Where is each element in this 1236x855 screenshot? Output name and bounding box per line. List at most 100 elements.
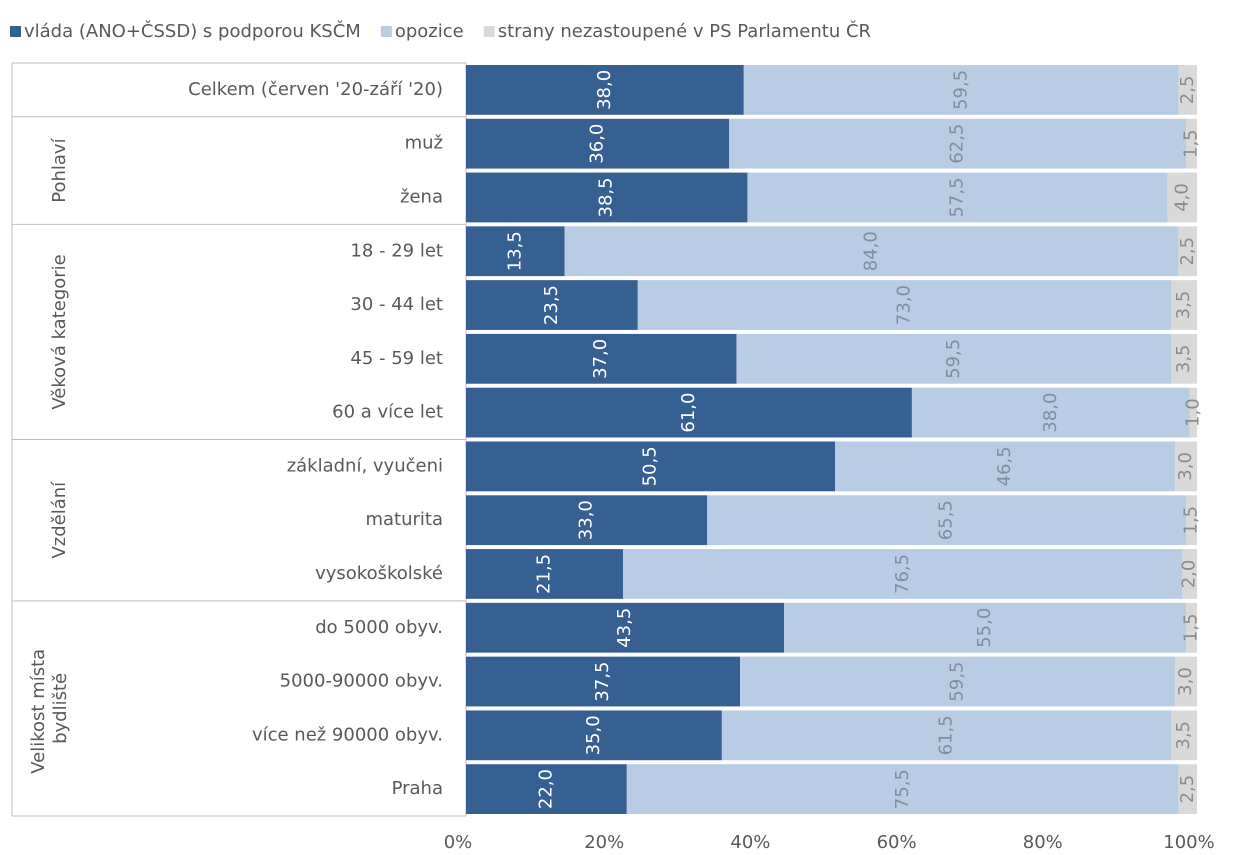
- bar-segment: [1171, 280, 1197, 330]
- value-label: 76,5: [892, 554, 913, 594]
- value-label: 23,5: [541, 285, 562, 325]
- value-label: 3,0: [1175, 667, 1196, 696]
- value-label: 1,5: [1181, 506, 1202, 535]
- bar-segment: [1178, 65, 1197, 115]
- value-label: 46,5: [994, 446, 1015, 486]
- bar-segment: [736, 333, 1172, 384]
- category-label: vysokoškolské: [315, 563, 443, 584]
- bar-segment: [747, 172, 1168, 223]
- value-label: 36,0: [587, 124, 608, 164]
- value-label: 61,5: [936, 715, 957, 755]
- value-label: 61,0: [678, 393, 699, 433]
- x-tick-label: 0%: [444, 832, 473, 853]
- category-label: muž: [405, 133, 443, 154]
- value-label: 22,0: [535, 769, 556, 809]
- value-label: 2,5: [1177, 237, 1198, 266]
- category-label: 60 a více let: [332, 402, 443, 423]
- bar-segment: [466, 495, 708, 546]
- value-label: 38,0: [594, 70, 615, 110]
- value-label: 4,0: [1171, 183, 1192, 212]
- category-label: do 5000 obyv.: [315, 617, 443, 638]
- legend-swatch: [380, 26, 392, 37]
- value-label: 59,5: [950, 70, 971, 110]
- value-label: 3,5: [1173, 291, 1194, 320]
- group-label: Pohlaví: [49, 137, 70, 202]
- value-label: 59,5: [943, 339, 964, 379]
- category-label: žena: [400, 186, 443, 207]
- value-label: 2,5: [1177, 76, 1198, 105]
- category-label: 30 - 44 let: [350, 294, 443, 315]
- value-label: 2,5: [1177, 775, 1198, 804]
- group-label: Věková kategorie: [49, 254, 70, 409]
- bar-segment: [1186, 602, 1197, 653]
- bar-segment: [1186, 495, 1197, 546]
- bar-segment: [466, 656, 741, 707]
- bar-segment: [466, 172, 748, 223]
- bar-segment: [707, 495, 1187, 546]
- bar-segment: [466, 764, 627, 814]
- value-label: 84,0: [861, 231, 882, 271]
- value-label: 50,5: [640, 446, 661, 486]
- group-label: Velikost místa bydliště: [28, 643, 71, 774]
- value-label: 37,5: [592, 661, 613, 701]
- bar-segment: [466, 602, 784, 653]
- bar-segment: [466, 333, 737, 384]
- bar-segment: [1167, 172, 1197, 223]
- category-label: více než 90000 obyv.: [252, 724, 443, 745]
- x-tick-label: 100%: [1163, 832, 1214, 853]
- bar-segment: [835, 441, 1176, 492]
- bar-segment: [466, 441, 836, 492]
- value-label: 73,0: [894, 285, 915, 325]
- bar-segment: [1189, 387, 1197, 438]
- bar-segment: [466, 118, 730, 169]
- x-tick-label: 60%: [877, 832, 917, 853]
- bar-segment: [1175, 656, 1197, 707]
- bar-segment: [1171, 710, 1197, 761]
- value-label: 13,5: [504, 231, 525, 271]
- value-label: 33,0: [576, 500, 597, 540]
- bar-segment: [783, 602, 1187, 653]
- bar-segment: [1178, 226, 1197, 277]
- value-label: 35,0: [583, 715, 604, 755]
- category-label: 18 - 29 let: [350, 240, 443, 261]
- legend-swatch: [483, 26, 495, 37]
- value-label: 43,5: [614, 608, 635, 648]
- bar-segment: [466, 226, 565, 277]
- bar-segment: [466, 280, 638, 330]
- bar-segment: [740, 656, 1176, 707]
- bar-segment: [1171, 333, 1197, 384]
- legend-label: vláda (ANO+ČSSD) s podporou KSČM: [24, 20, 361, 42]
- category-label: maturita: [365, 509, 443, 530]
- value-label: 1,0: [1182, 398, 1203, 427]
- bar-segment: [637, 280, 1172, 330]
- value-label: 38,0: [1040, 393, 1061, 433]
- bar-segment: [466, 65, 744, 115]
- value-label: 57,5: [947, 177, 968, 217]
- category-label: 45 - 59 let: [350, 348, 443, 369]
- value-label: 37,0: [590, 339, 611, 379]
- bar-segment: [1178, 764, 1197, 814]
- legend-swatch: [10, 26, 21, 37]
- bar-segment: [466, 710, 722, 761]
- bar-segment: [743, 65, 1179, 115]
- value-label: 3,0: [1175, 452, 1196, 481]
- value-label: 3,5: [1173, 345, 1194, 374]
- value-label: 59,5: [947, 661, 968, 701]
- value-label: 2,0: [1179, 560, 1200, 589]
- value-label: 21,5: [534, 554, 555, 594]
- group-label: Vzdělání: [49, 481, 70, 559]
- x-tick-label: 20%: [584, 832, 624, 853]
- value-label: 1,5: [1181, 613, 1202, 642]
- x-tick-label: 80%: [1023, 832, 1063, 853]
- value-label: 1,5: [1181, 129, 1202, 158]
- value-label: 65,5: [936, 500, 957, 540]
- category-label: základní, vyučeni: [287, 455, 443, 476]
- value-label: 3,5: [1173, 721, 1194, 750]
- bar-segment: [626, 764, 1179, 814]
- bar-segment: [623, 549, 1183, 599]
- value-label: 38,5: [596, 177, 617, 217]
- value-label: 62,5: [947, 124, 968, 164]
- bar-segment: [721, 710, 1172, 761]
- value-label: 55,0: [974, 608, 995, 648]
